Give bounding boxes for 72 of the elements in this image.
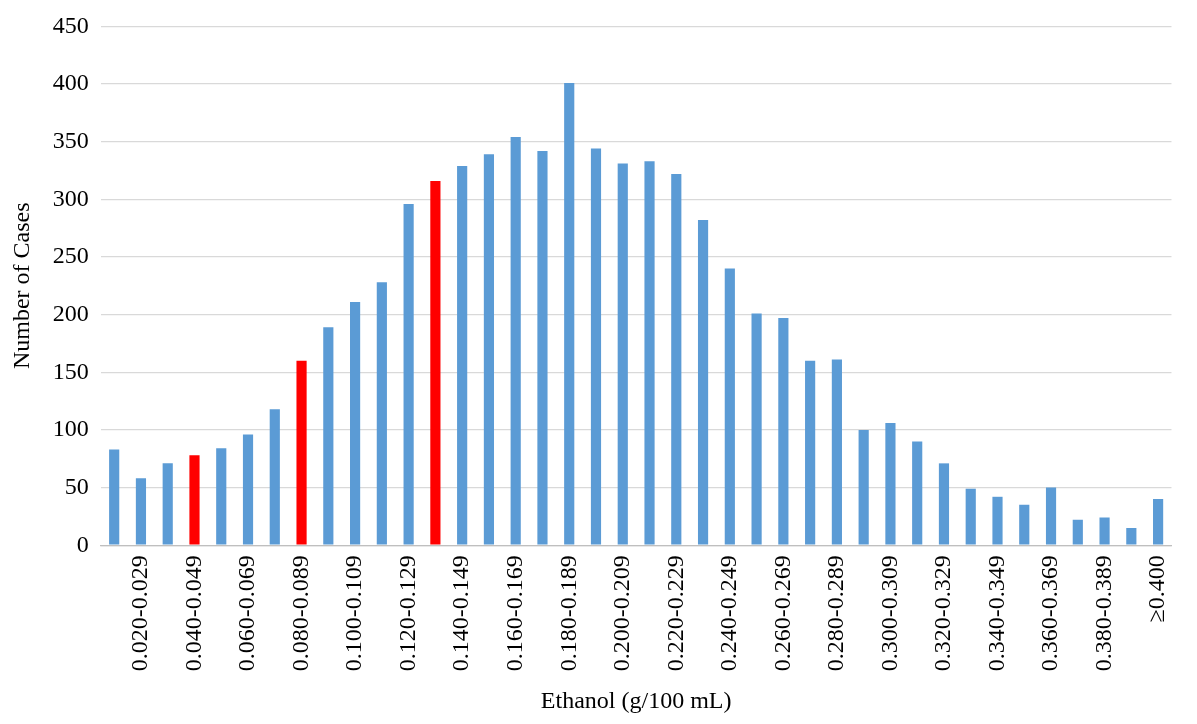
bar xyxy=(724,268,735,545)
bar xyxy=(1072,519,1083,545)
y-tick-label: 250 xyxy=(52,242,89,269)
bar xyxy=(216,448,227,545)
x-axis-title: Ethanol (g/100 mL) xyxy=(540,686,732,713)
x-tick-label: 0.200-0.209 xyxy=(608,555,635,672)
bar xyxy=(376,282,387,545)
y-axis-title: Number of Cases xyxy=(7,202,34,370)
bar xyxy=(269,409,280,545)
bar xyxy=(1126,527,1137,545)
bar xyxy=(1099,517,1110,545)
x-tick-label: 0.040-0.049 xyxy=(179,555,206,672)
bar xyxy=(403,203,414,545)
bar xyxy=(805,360,816,545)
bar xyxy=(323,327,334,545)
bar xyxy=(644,161,655,545)
bar xyxy=(564,82,575,545)
bar xyxy=(1019,504,1030,545)
bar xyxy=(617,163,628,545)
y-tick-label: 400 xyxy=(52,69,89,96)
x-tick-label: 0.320-0.329 xyxy=(929,555,956,672)
bar xyxy=(671,173,682,545)
bar xyxy=(483,154,495,545)
y-tick-label: 50 xyxy=(64,472,89,499)
bar xyxy=(109,449,120,545)
x-tick-label: 0.360-0.369 xyxy=(1036,555,1063,672)
x-tick-label: ≥0.400 xyxy=(1143,555,1170,623)
x-tick-label: 0.220-0.229 xyxy=(661,555,688,672)
bar xyxy=(430,180,441,545)
x-tick-label: 0.140-0.149 xyxy=(447,555,474,672)
bar xyxy=(751,313,762,545)
x-tick-label: 0.020-0.029 xyxy=(126,555,153,672)
bar xyxy=(189,455,200,545)
x-tick-label: 0.180-0.189 xyxy=(554,555,581,672)
x-tick-label: 0.260-0.269 xyxy=(768,555,795,672)
bar xyxy=(885,423,896,545)
bar xyxy=(537,150,548,545)
x-tick-label: 0.340-0.349 xyxy=(982,555,1009,672)
bar xyxy=(135,478,147,545)
x-tick-label: 0.240-0.249 xyxy=(715,555,742,672)
x-tick-label: 0.100-0.109 xyxy=(340,555,367,672)
y-tick-label: 300 xyxy=(52,184,89,211)
y-tick-label: 450 xyxy=(52,11,89,38)
bar xyxy=(965,488,976,545)
x-tick-label: 0.280-0.289 xyxy=(822,555,849,672)
bar xyxy=(457,165,468,545)
bar xyxy=(697,220,709,545)
bar xyxy=(162,463,173,545)
x-tick-label: 0.160-0.169 xyxy=(500,555,527,672)
y-tick-label: 100 xyxy=(52,415,89,442)
bar xyxy=(938,463,950,545)
bar xyxy=(831,359,842,545)
bar xyxy=(590,148,602,545)
bar xyxy=(858,429,869,545)
bar xyxy=(1153,499,1164,545)
x-tick-label: 0.380-0.389 xyxy=(1089,555,1116,672)
y-tick-label: 0 xyxy=(76,530,89,557)
bar xyxy=(992,496,1003,545)
x-tick-label: 0.120-0.129 xyxy=(393,555,420,672)
bar xyxy=(510,137,521,545)
bar xyxy=(242,434,254,545)
x-tick-label: 0.060-0.069 xyxy=(233,555,260,672)
bar xyxy=(912,441,923,545)
x-tick-label: 0.080-0.089 xyxy=(286,555,313,672)
bar xyxy=(1045,487,1057,545)
bar xyxy=(350,301,361,545)
x-tick-label: 0.300-0.309 xyxy=(875,555,902,672)
y-tick-label: 200 xyxy=(52,299,89,326)
bar xyxy=(296,360,307,545)
bar xyxy=(778,318,789,545)
y-tick-label: 350 xyxy=(52,126,89,153)
y-tick-label: 150 xyxy=(52,357,89,384)
